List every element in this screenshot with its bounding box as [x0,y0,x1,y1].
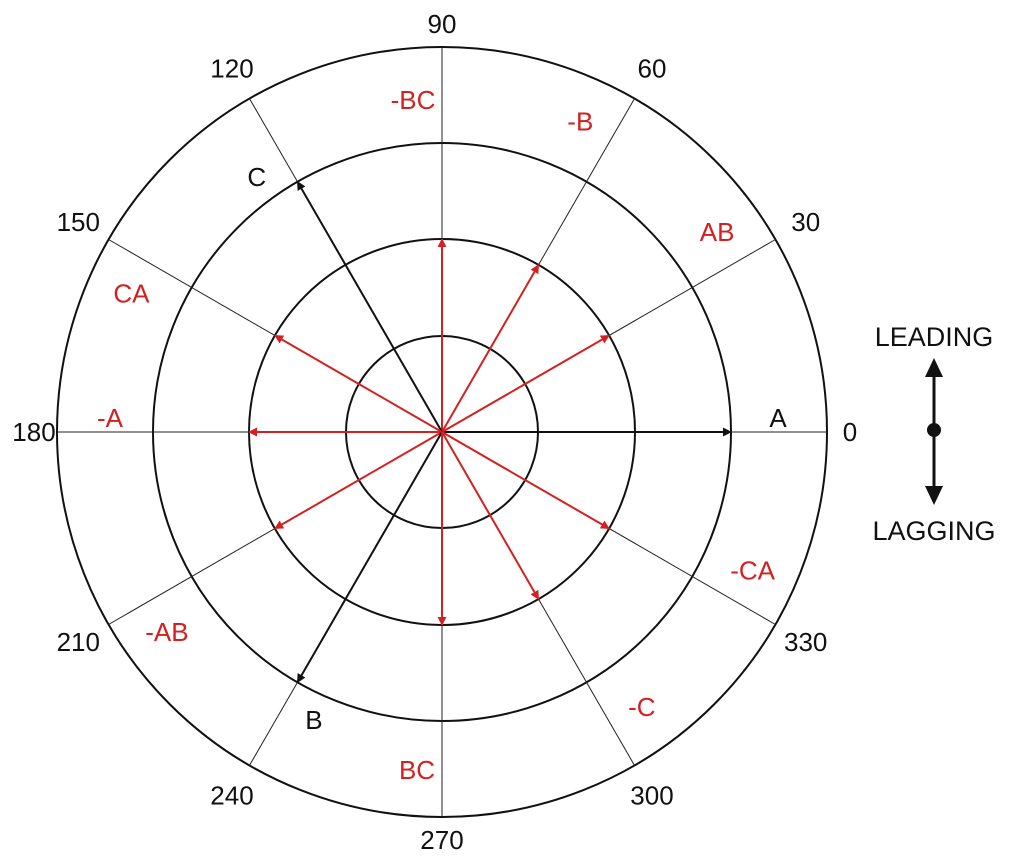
phasor-arrow-ab [441,334,610,433]
phasor-arrow-neg-ab [274,431,443,530]
phasor-arrow-neg-c [441,431,540,600]
phasor-label-ca: CA [113,279,150,309]
phasor-label-a: A [769,403,787,433]
angle-labels: 0 30 60 90 120 150 180 210 240 270 300 330 [12,9,857,855]
angle-label-30: 30 [791,207,820,237]
pivot-dot-icon [927,423,941,437]
phasor-label-neg-a: -A [97,403,124,433]
phasor-label-neg-bc: -BC [391,85,436,115]
phasor-label-neg-ab: -AB [145,617,188,647]
angle-label-330: 330 [784,627,827,657]
phasor-label-ab: AB [700,217,735,247]
lagging-arrowhead-icon [925,486,943,505]
phasor-arrow-b [296,431,443,684]
phasor-label-neg-b: -B [567,106,593,136]
phasor-label-neg-ca: -CA [730,555,775,585]
phasor-arrow-ca [274,334,443,433]
phasor-label-neg-c: -C [628,692,655,722]
angle-label-90: 90 [428,9,457,39]
angle-label-210: 210 [57,627,100,657]
phasor-arrow-c [296,180,443,433]
angle-label-300: 300 [630,781,673,811]
angle-label-120: 120 [210,53,253,83]
angle-label-240: 240 [210,781,253,811]
leading-label: LEADING [875,322,994,352]
phasor-label-c: C [247,162,266,192]
lagging-label: LAGGING [872,516,995,546]
phasor-arrow-neg-b [441,264,540,433]
phasor-labels: A AB -B -BC C CA -A -AB B BC -C -CA [97,85,787,785]
phasor-label-b: B [305,705,322,735]
angle-label-0: 0 [843,417,857,447]
phasor-label-bc: BC [399,755,435,785]
leading-arrowhead-icon [925,358,943,377]
angle-label-180: 180 [12,417,55,447]
angle-label-60: 60 [638,53,667,83]
leading-lagging-legend: LEADING LAGGING [872,322,995,546]
phasor-arrow-neg-ca [441,431,610,530]
angle-label-270: 270 [420,825,463,855]
angle-label-150: 150 [57,207,100,237]
phasor-arrows [248,180,732,684]
